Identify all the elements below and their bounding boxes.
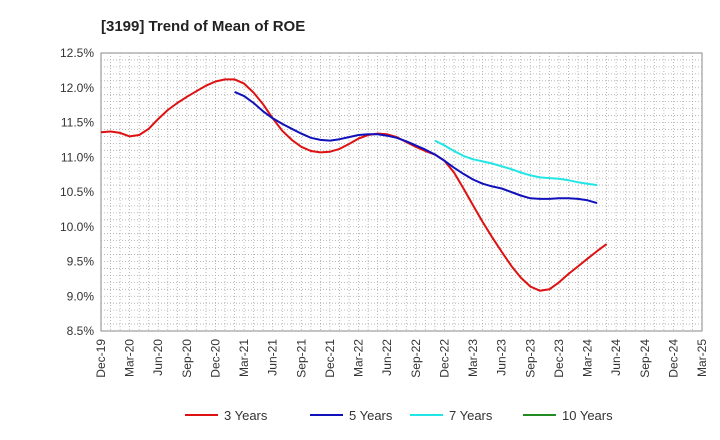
y-tick-label: 12.5% bbox=[60, 46, 94, 60]
x-tick-label: Mar-25 bbox=[695, 339, 709, 377]
x-tick-label: Sep-22 bbox=[409, 339, 423, 378]
series-line-7-years bbox=[434, 139, 598, 187]
x-tick-label: Jun-21 bbox=[266, 339, 280, 376]
y-tick-label: 8.5% bbox=[67, 324, 95, 338]
y-tick-label: 12.0% bbox=[60, 81, 94, 95]
legend-label: 10 Years bbox=[562, 408, 613, 423]
x-tick-label: Sep-21 bbox=[294, 339, 308, 378]
x-tick-label: Mar-24 bbox=[581, 339, 595, 377]
legend-label: 3 Years bbox=[224, 408, 268, 423]
y-tick-label: 10.5% bbox=[60, 185, 94, 199]
chart-title: [3199] Trend of Mean of ROE bbox=[101, 18, 305, 35]
series-line-3-years bbox=[100, 78, 608, 292]
x-tick-label: Jun-22 bbox=[380, 339, 394, 376]
y-gridlines bbox=[101, 59, 702, 325]
y-tick-label: 11.5% bbox=[61, 116, 94, 130]
x-tick-label: Mar-20 bbox=[123, 339, 137, 377]
x-tick-label: Dec-24 bbox=[666, 339, 680, 378]
x-tick-label: Dec-21 bbox=[323, 339, 337, 378]
x-tick-label: Mar-23 bbox=[466, 339, 480, 377]
legend: 3 Years 5 Years 7 Years 10 Years bbox=[185, 408, 613, 423]
x-tick-label: Mar-22 bbox=[352, 339, 366, 377]
y-axis-ticks: 12.5% 12.0% 11.5% 11.0% 10.5% 10.0% 9.5% 9.0% 8.… bbox=[60, 46, 94, 338]
y-tick-label: 9.0% bbox=[67, 289, 95, 303]
x-axis-ticks: Dec-19 Mar-20 Jun-20 Sep-20 Dec-20 Mar-21 Jun-… bbox=[94, 339, 709, 378]
x-tick-label: Jun-23 bbox=[495, 339, 509, 376]
y-tick-label: 9.5% bbox=[67, 255, 95, 269]
x-tick-label: Sep-24 bbox=[638, 339, 652, 378]
x-tick-label: Dec-20 bbox=[208, 339, 222, 378]
y-tick-label: 10.0% bbox=[60, 220, 94, 234]
x-tick-label: Mar-21 bbox=[237, 339, 251, 377]
y-tick-label: 11.0% bbox=[61, 150, 94, 164]
x-tick-label: Dec-19 bbox=[94, 339, 108, 378]
legend-label: 5 Years bbox=[349, 408, 393, 423]
x-tick-label: Jun-24 bbox=[609, 339, 623, 376]
x-tick-label: Dec-22 bbox=[437, 339, 451, 378]
series-line-5-years bbox=[234, 90, 598, 205]
x-tick-label: Dec-23 bbox=[552, 339, 566, 378]
x-tick-label: Jun-20 bbox=[151, 339, 165, 376]
legend-label: 7 Years bbox=[449, 408, 493, 423]
series-lines bbox=[100, 78, 608, 292]
x-tick-label: Sep-23 bbox=[523, 339, 537, 378]
x-tick-label: Sep-20 bbox=[180, 339, 194, 378]
